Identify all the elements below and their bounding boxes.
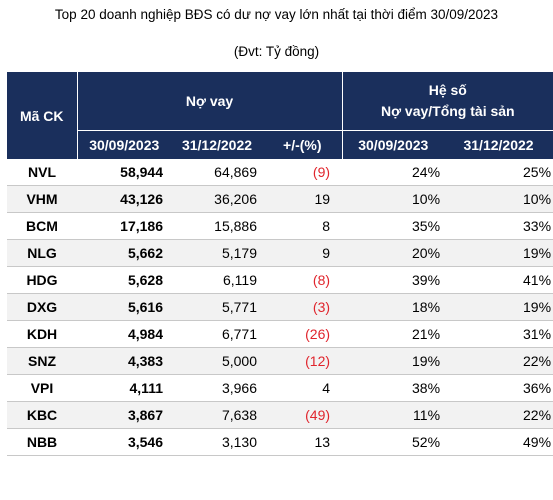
- header-ratio-date2: 31/12/2022: [463, 137, 534, 153]
- cell-loan-2023: 5,616: [77, 293, 171, 321]
- cell-ratio-2023: 11%: [342, 401, 445, 429]
- table-body: NVL 58,944 64,869 (9) 24% 25% VHM 43,126 36,206 1…: [7, 159, 553, 456]
- cell-change: (8): [263, 266, 343, 294]
- cell-ratio-2023: 19%: [342, 347, 445, 375]
- cell-change: 9: [263, 239, 343, 267]
- cell-code: VHM: [7, 185, 77, 213]
- cell-ratio-2023: 21%: [342, 320, 445, 348]
- table-row: BCM 17,186 15,886 8 35% 33%: [7, 212, 553, 240]
- cell-code: KBC: [7, 401, 77, 429]
- table-row: HDG 5,628 6,119 (8) 39% 41%: [7, 266, 553, 294]
- cell-loan-2023: 4,984: [77, 320, 171, 348]
- cell-loan-2022: 36,206: [171, 185, 263, 213]
- header-row-1: Mã CK Nợ vay Hệ số Nợ vay/Tổng tài sản: [7, 72, 553, 159]
- cell-loan-2022: 15,886: [171, 212, 263, 240]
- cell-change: (3): [263, 293, 343, 321]
- table-row: VHM 43,126 36,206 19 10% 10%: [7, 185, 553, 213]
- cell-change: 8: [263, 212, 343, 240]
- cell-loan-2022: 5,179: [171, 239, 263, 267]
- header-code: Mã CK: [7, 72, 78, 159]
- table-row: VPI 4,111 3,966 4 38% 36%: [7, 374, 553, 402]
- header-ratio: Hệ số Nợ vay/Tổng tài sản: [342, 72, 553, 131]
- cell-code: DXG: [7, 293, 77, 321]
- table-row: DXG 5,616 5,771 (3) 18% 19%: [7, 293, 553, 321]
- cell-ratio-2022: 19%: [444, 293, 553, 321]
- cell-loan-2022: 6,119: [171, 266, 263, 294]
- cell-ratio-2023: 18%: [342, 293, 445, 321]
- cell-loan-2023: 5,662: [77, 239, 171, 267]
- page-title: Top 20 doanh nghiệp BĐS có dư nợ vay lớn…: [54, 7, 499, 22]
- cell-loan-2022: 6,771: [171, 320, 263, 348]
- cell-loan-2022: 3,966: [171, 374, 263, 402]
- cell-code: NBB: [7, 428, 77, 456]
- cell-ratio-2023: 38%: [342, 374, 445, 402]
- cell-ratio-2022: 41%: [444, 266, 553, 294]
- cell-ratio-2023: 52%: [342, 428, 445, 456]
- cell-ratio-2022: 19%: [444, 239, 553, 267]
- cell-loan-2022: 5,000: [171, 347, 263, 375]
- cell-code: NVL: [7, 159, 77, 186]
- loan-table: Mã CK Nợ vay Hệ số Nợ vay/Tổng tài sản 3…: [7, 72, 553, 456]
- cell-loan-2023: 43,126: [77, 185, 171, 213]
- cell-ratio-2022: 31%: [444, 320, 553, 348]
- header-ratio-line2: Nợ vay/Tổng tài sản: [380, 103, 515, 119]
- cell-loan-2023: 3,867: [77, 401, 171, 429]
- cell-code: NLG: [7, 239, 77, 267]
- cell-code: HDG: [7, 266, 77, 294]
- cell-loan-2023: 4,383: [77, 347, 171, 375]
- cell-ratio-2023: 10%: [342, 185, 445, 213]
- unit-label: (Đvt: Tỷ đồng): [233, 44, 320, 59]
- cell-loan-2022: 7,638: [171, 401, 263, 429]
- table-row: NBB 3,546 3,130 13 52% 49%: [7, 428, 553, 456]
- header-change: +/-(%): [263, 130, 343, 159]
- cell-loan-2023: 5,628: [77, 266, 171, 294]
- cell-change: (49): [263, 401, 343, 429]
- cell-ratio-2022: 25%: [444, 159, 553, 186]
- cell-loan-2023: 4,111: [77, 374, 171, 402]
- header-row-2: 30/09/2023 31/12/2022 +/-(%) 30/09/2023 …: [7, 130, 553, 159]
- cell-ratio-2022: 22%: [444, 347, 553, 375]
- cell-loan-2022: 3,130: [171, 428, 263, 456]
- table-row: NLG 5,662 5,179 9 20% 19%: [7, 239, 553, 267]
- cell-code: SNZ: [7, 347, 77, 375]
- cell-change: (12): [263, 347, 343, 375]
- cell-ratio-2023: 35%: [342, 212, 445, 240]
- cell-change: 13: [263, 428, 343, 456]
- cell-ratio-2022: 33%: [444, 212, 553, 240]
- table-row: KDH 4,984 6,771 (26) 21% 31%: [7, 320, 553, 348]
- cell-change: 19: [263, 185, 343, 213]
- cell-change: (26): [263, 320, 343, 348]
- header-loans-date2: 31/12/2022: [181, 137, 253, 153]
- table-row: SNZ 4,383 5,000 (12) 19% 22%: [7, 347, 553, 375]
- cell-code: VPI: [7, 374, 77, 402]
- cell-code: BCM: [7, 212, 77, 240]
- cell-loan-2022: 5,771: [171, 293, 263, 321]
- cell-ratio-2022: 49%: [444, 428, 553, 456]
- cell-ratio-2023: 24%: [342, 159, 445, 186]
- cell-loan-2022: 64,869: [171, 159, 263, 186]
- cell-change: (9): [263, 159, 343, 186]
- header-ratio-line1: Hệ số: [428, 82, 467, 98]
- cell-ratio-2023: 39%: [342, 266, 445, 294]
- cell-ratio-2023: 20%: [342, 239, 445, 267]
- cell-loan-2023: 3,546: [77, 428, 171, 456]
- cell-change: 4: [263, 374, 343, 402]
- cell-loan-2023: 17,186: [77, 212, 171, 240]
- table-row: KBC 3,867 7,638 (49) 11% 22%: [7, 401, 553, 429]
- header-loans: Nợ vay: [77, 72, 343, 131]
- cell-code: KDH: [7, 320, 77, 348]
- cell-loan-2023: 58,944: [77, 159, 171, 186]
- cell-ratio-2022: 36%: [444, 374, 553, 402]
- header-ratio-date1: 30/09/2023: [358, 137, 429, 153]
- table-row: NVL 58,944 64,869 (9) 24% 25%: [7, 159, 553, 186]
- cell-ratio-2022: 22%: [444, 401, 553, 429]
- header-loans-date1: 30/09/2023: [89, 137, 160, 153]
- cell-ratio-2022: 10%: [444, 185, 553, 213]
